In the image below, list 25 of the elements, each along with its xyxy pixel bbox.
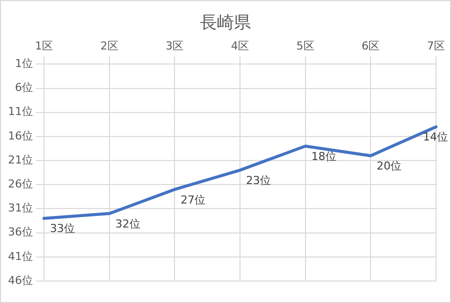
y-tick-label: 11位 <box>8 105 33 118</box>
data-label: 32位 <box>115 217 140 230</box>
x-tick-label: 3区 <box>166 39 184 52</box>
data-label: 20位 <box>376 160 402 173</box>
y-tick-label: 6位 <box>14 81 33 94</box>
y-tick-label: 46位 <box>8 274 33 287</box>
y-tick-label: 31位 <box>8 202 33 215</box>
data-label: 18位 <box>311 150 336 163</box>
data-label: 23位 <box>246 174 271 188</box>
data-label: 27位 <box>180 193 206 206</box>
x-tick-label: 6区 <box>362 39 380 52</box>
x-tick-label: 2区 <box>100 39 118 52</box>
x-tick-label: 7区 <box>427 39 445 52</box>
y-tick-label: 21位 <box>8 153 33 166</box>
data-label: 33位 <box>50 222 75 236</box>
x-tick-label: 5区 <box>296 39 314 52</box>
y-tick-label: 36位 <box>8 226 33 239</box>
y-tick-label: 41位 <box>8 250 33 263</box>
y-tick-label: 1位 <box>14 57 33 70</box>
y-tick-label: 26位 <box>8 178 33 191</box>
x-tick-label: 1区 <box>34 39 53 52</box>
chart-title: 長崎県 <box>199 12 252 34</box>
y-tick-label: 16位 <box>8 129 33 142</box>
data-label: 14位 <box>423 130 448 144</box>
x-tick-label: 4区 <box>231 39 249 52</box>
